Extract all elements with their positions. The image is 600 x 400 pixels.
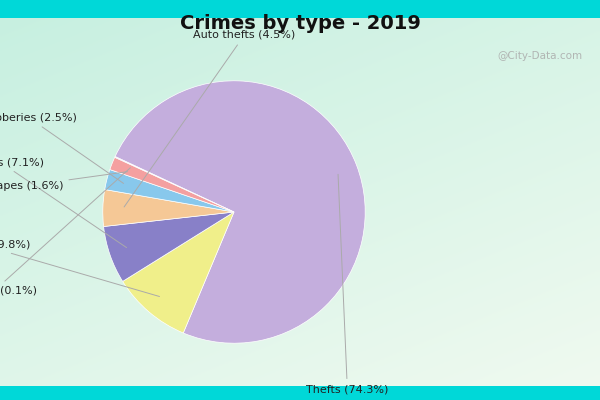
Text: @City-Data.com: @City-Data.com	[497, 51, 582, 61]
Wedge shape	[105, 170, 234, 212]
Text: Burglaries (9.8%): Burglaries (9.8%)	[0, 240, 160, 296]
Wedge shape	[104, 212, 234, 282]
Wedge shape	[103, 190, 234, 226]
Text: Thefts (74.3%): Thefts (74.3%)	[306, 174, 389, 394]
Text: Crimes by type - 2019: Crimes by type - 2019	[179, 14, 421, 33]
Wedge shape	[115, 81, 365, 343]
Wedge shape	[110, 157, 234, 212]
Wedge shape	[115, 156, 234, 212]
Wedge shape	[122, 212, 234, 333]
Text: Murders (0.1%): Murders (0.1%)	[0, 168, 130, 296]
Text: Robberies (2.5%): Robberies (2.5%)	[0, 112, 124, 184]
Text: Assaults (7.1%): Assaults (7.1%)	[0, 157, 127, 248]
Text: Auto thefts (4.5%): Auto thefts (4.5%)	[124, 30, 296, 207]
Text: Rapes (1.6%): Rapes (1.6%)	[0, 172, 127, 191]
